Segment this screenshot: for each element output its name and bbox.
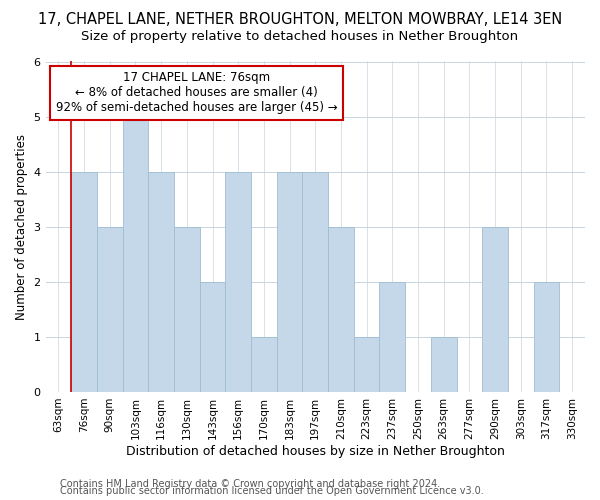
Bar <box>302 172 328 392</box>
Bar <box>533 282 559 392</box>
Text: 17 CHAPEL LANE: 76sqm
← 8% of detached houses are smaller (4)
92% of semi-detach: 17 CHAPEL LANE: 76sqm ← 8% of detached h… <box>56 72 337 114</box>
X-axis label: Distribution of detached houses by size in Nether Broughton: Distribution of detached houses by size … <box>126 444 505 458</box>
Bar <box>226 172 251 392</box>
Bar <box>431 337 457 392</box>
Bar <box>200 282 226 392</box>
Text: Contains HM Land Registry data © Crown copyright and database right 2024.: Contains HM Land Registry data © Crown c… <box>60 479 440 489</box>
Bar <box>97 226 122 392</box>
Bar <box>482 226 508 392</box>
Text: Contains public sector information licensed under the Open Government Licence v3: Contains public sector information licen… <box>60 486 484 496</box>
Text: Size of property relative to detached houses in Nether Broughton: Size of property relative to detached ho… <box>82 30 518 43</box>
Bar <box>71 172 97 392</box>
Bar <box>354 337 379 392</box>
Bar <box>174 226 200 392</box>
Bar <box>148 172 174 392</box>
Text: 17, CHAPEL LANE, NETHER BROUGHTON, MELTON MOWBRAY, LE14 3EN: 17, CHAPEL LANE, NETHER BROUGHTON, MELTO… <box>38 12 562 28</box>
Bar <box>328 226 354 392</box>
Bar <box>277 172 302 392</box>
Y-axis label: Number of detached properties: Number of detached properties <box>15 134 28 320</box>
Bar <box>379 282 405 392</box>
Bar <box>122 116 148 392</box>
Bar <box>251 337 277 392</box>
